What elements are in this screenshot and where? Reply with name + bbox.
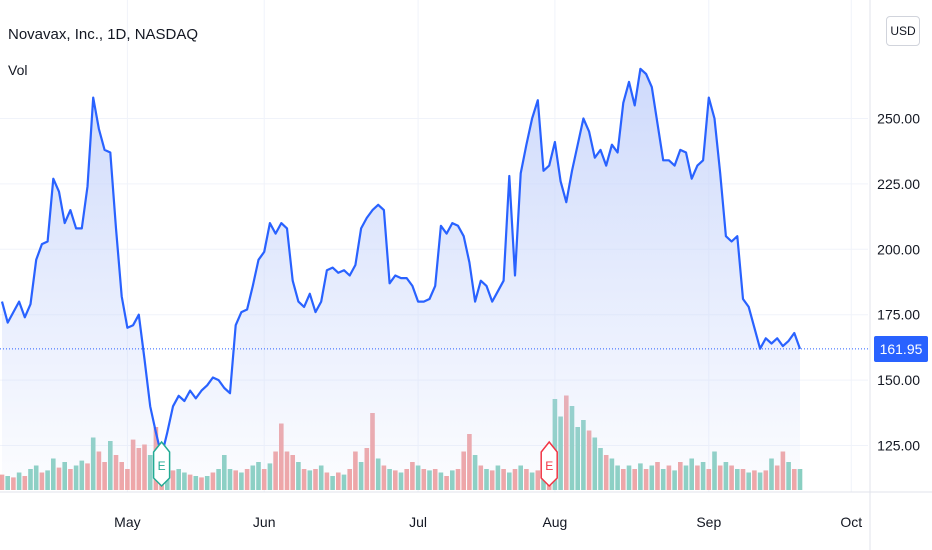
- x-tick-label: Jun: [253, 514, 276, 530]
- x-tick-label: Oct: [840, 514, 862, 530]
- price-area-fill: [2, 68, 800, 491]
- y-tick-label: 175.00: [877, 307, 920, 323]
- earnings-marker[interactable]: E: [540, 440, 558, 488]
- current-price-label: 161.95: [874, 335, 928, 362]
- x-tick-label: Sep: [696, 514, 721, 530]
- y-tick-label: 225.00: [877, 176, 920, 192]
- chart-title: Novavax, Inc., 1D, NASDAQ: [8, 26, 199, 43]
- x-axis[interactable]: May Jun Jul Aug Sep Oct: [114, 514, 862, 530]
- earnings-badge-shape: [540, 440, 558, 488]
- earnings-badge-shape: [152, 440, 171, 488]
- volume-label[interactable]: Vol: [8, 62, 28, 78]
- x-tick-label: Jul: [409, 514, 427, 530]
- y-tick-label: 250.00: [877, 110, 920, 126]
- y-tick-label: 125.00: [877, 438, 920, 454]
- x-tick-label: May: [114, 514, 140, 530]
- earnings-marker[interactable]: E: [152, 440, 171, 488]
- y-tick-label: 200.00: [877, 241, 920, 257]
- earnings-badge-label: E: [158, 459, 166, 473]
- y-axis[interactable]: 125.00 150.00 175.00 200.00 225.00 250.00: [877, 110, 920, 453]
- y-tick-label: 150.00: [877, 372, 920, 388]
- x-tick-label: Aug: [542, 514, 567, 530]
- earnings-badge-label: E: [545, 459, 553, 473]
- price-line: [0, 67, 802, 458]
- currency-button[interactable]: USD: [886, 16, 920, 46]
